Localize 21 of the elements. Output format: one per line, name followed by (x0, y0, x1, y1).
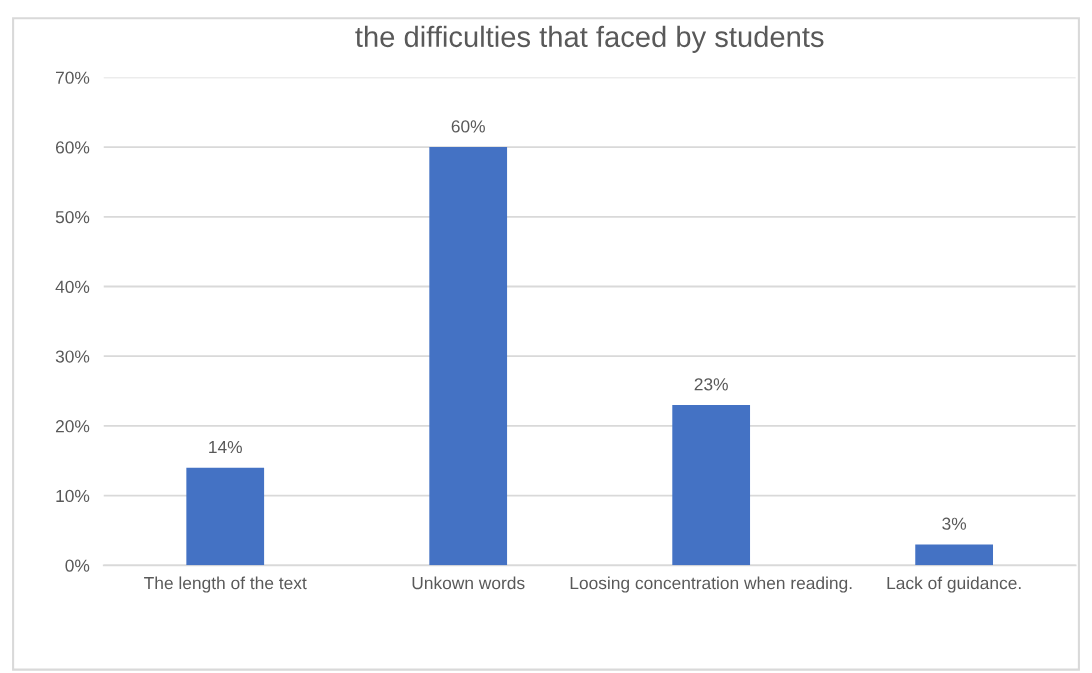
y-tick-label: 30% (55, 350, 90, 363)
x-tick-label: Unkown words (412, 576, 525, 590)
bar (672, 405, 751, 566)
bar (429, 147, 508, 566)
x-tick-label: Loosing concentration when reading. (570, 576, 852, 593)
bar (915, 544, 994, 566)
y-tick-label: 60% (55, 141, 90, 154)
y-tick-label: 0% (65, 559, 90, 572)
bar (186, 467, 265, 566)
data-label: 60% (451, 120, 485, 133)
y-tick-label: 40% (55, 280, 90, 293)
data-label: 3% (942, 517, 967, 530)
x-tick-label: Lack of guidance. (887, 576, 1021, 593)
data-label: 14% (209, 440, 242, 454)
y-tick-label: 50% (55, 210, 90, 224)
data-label: 23% (694, 378, 728, 391)
y-tick-label: 70% (55, 71, 90, 84)
chart-title: the difficulties that faced by students (355, 25, 824, 53)
x-tick-label: The length of the text (144, 576, 307, 593)
y-tick-label: 20% (55, 420, 90, 433)
y-tick-label: 10% (56, 489, 90, 503)
